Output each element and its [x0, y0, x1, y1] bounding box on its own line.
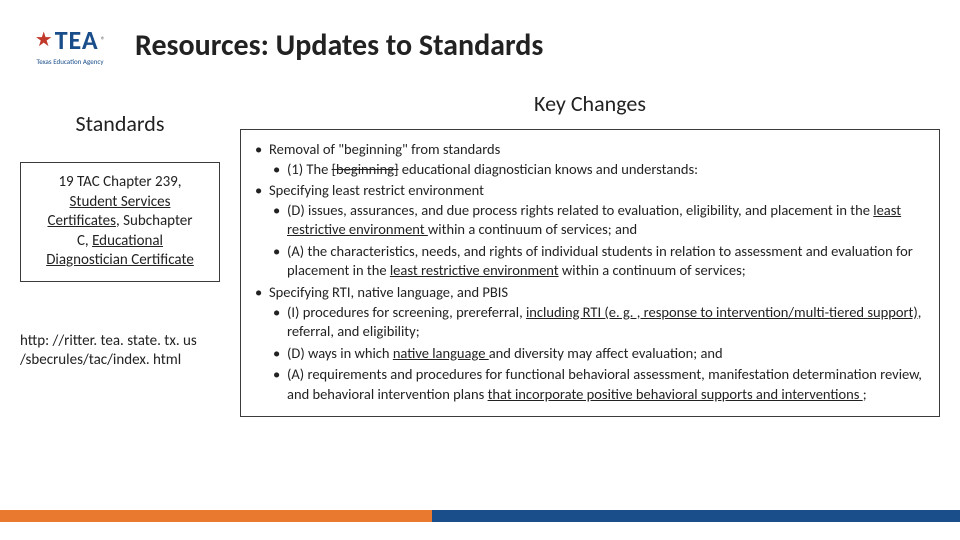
bullet-text: Removal of "beginning" from standards [269, 140, 500, 158]
bullet-text: ; [863, 385, 867, 403]
tac-line1: 19 TAC Chapter 239, [58, 173, 181, 191]
list-item: (A) requirements and procedures for func… [269, 365, 925, 404]
underline-text: least restrictive environment [390, 261, 559, 279]
bullet-text: Specifying least restrict environment [269, 181, 484, 199]
list-item: (A) the characteristics, needs, and righ… [269, 242, 925, 281]
left-column: Standards 19 TAC Chapter 239, Student Se… [20, 90, 220, 417]
standards-heading: Standards [20, 110, 220, 137]
tac-line5: Diagnostician Certificate [46, 251, 194, 269]
list-item: Removal of "beginning" from standards (1… [251, 140, 925, 179]
bullet-text: within a continuum of services; and [428, 220, 637, 238]
content-area: Standards 19 TAC Chapter 239, Student Se… [0, 80, 960, 417]
tac-line4a: C, [77, 232, 92, 250]
header-bar: ★ TEA ® Texas Education Agency Resources… [0, 0, 960, 80]
key-changes-heading: Key Changes [240, 90, 940, 117]
list-item: (1) The [beginning] educational diagnost… [269, 160, 925, 180]
url-line1: http: //ritter. tea. state. tx. us [20, 332, 197, 350]
right-column: Key Changes Removal of "beginning" from … [240, 90, 940, 417]
logo-trademark: ® [101, 35, 106, 46]
bullet-text: (D) ways in which [287, 344, 393, 362]
reference-url: http: //ritter. tea. state. tx. us /sbec… [20, 332, 220, 371]
tea-logo: ★ TEA ® Texas Education Agency [20, 20, 120, 70]
bullet-text: educational diagnostician knows and unde… [399, 160, 699, 178]
key-changes-box: Removal of "beginning" from standards (1… [240, 129, 940, 417]
footer-bar-orange [0, 510, 432, 522]
tac-citation-box: 19 TAC Chapter 239, Student Services Cer… [20, 162, 220, 282]
bullet-text: referral, and eligibility; [287, 322, 420, 340]
strikethrough-text: [beginning] [332, 160, 399, 178]
underline-text: native language [393, 344, 489, 362]
footer-bar [0, 510, 960, 522]
list-item: Specifying RTI, native language, and PBI… [251, 283, 925, 404]
logo-subtitle: Texas Education Agency [36, 57, 103, 66]
footer-bar-blue [432, 510, 960, 522]
list-item: (I) procedures for screening, prereferra… [269, 303, 925, 342]
tac-line3a: Certificates [47, 212, 115, 230]
bullet-text: (1) The [287, 160, 332, 178]
tac-line2: Student Services [70, 193, 171, 211]
page-title: Resources: Updates to Standards [135, 27, 543, 64]
tac-line4b: Educational [92, 232, 163, 250]
changes-list: Removal of "beginning" from standards (1… [251, 140, 925, 404]
url-line2: /sbecrules/tac/index. html [20, 351, 181, 369]
bullet-text: within a continuum of services; [559, 261, 746, 279]
tac-line3b: , Subchapter [116, 212, 193, 230]
logo-text: TEA [55, 24, 99, 56]
underline-text: that incorporate positive behavioral sup… [488, 385, 863, 403]
bullet-text: Specifying RTI, native language, and PBI… [269, 283, 508, 301]
list-item: (D) ways in which native language and di… [269, 344, 925, 364]
bullet-text: (D) issues, assurances, and due process … [287, 201, 873, 219]
list-item: (D) issues, assurances, and due process … [269, 201, 925, 240]
list-item: Specifying least restrict environment (D… [251, 181, 925, 281]
underline-text: including RTI (e. g. , response to inter… [526, 303, 921, 321]
bullet-text: and diversity may affect evaluation; and [489, 344, 723, 362]
logo-star-icon: ★ [35, 30, 53, 50]
bullet-text: (I) procedures for screening, prereferra… [287, 303, 526, 321]
